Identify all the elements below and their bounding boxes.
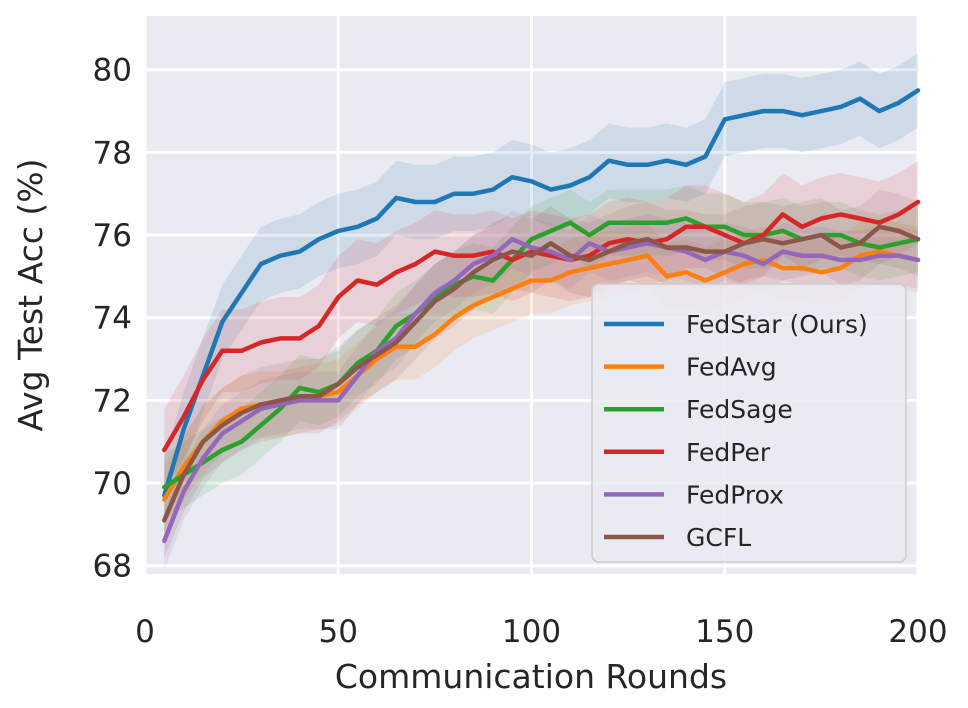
x-tick-label: 150: [695, 614, 754, 650]
series-line-fedstar-ours: [162, 88, 921, 498]
legend: FedStar (Ours) FedAvg FedSage FedPer FedProx…: [591, 283, 907, 563]
legend-label-fedsage: FedSage: [686, 395, 793, 424]
y-tick-label: 74: [93, 301, 132, 337]
legend-box: [591, 283, 907, 563]
x-axis-label: Communication Rounds: [335, 657, 727, 696]
legend-label-gcfl: GCFL: [686, 523, 751, 552]
y-tick-label: 80: [93, 53, 132, 89]
band-gcfl: [164, 189, 919, 558]
x-tick-label: 0: [135, 614, 155, 650]
series-line-gcfl: [162, 224, 921, 523]
band-fedstar-ours: [164, 53, 919, 533]
series-lines: [162, 88, 921, 544]
y-tick-label: 68: [93, 549, 132, 585]
band-fedper: [164, 160, 919, 492]
y-tick-label: 76: [93, 218, 132, 254]
x-tick-label: 100: [502, 614, 561, 650]
y-axis-label: Avg Test Acc (%): [11, 159, 50, 432]
legend-label-fedavg: FedAvg: [686, 353, 777, 382]
legend-label-fedper: FedPer: [686, 438, 771, 467]
x-tick-label: 200: [888, 614, 947, 650]
y-tick-label: 70: [93, 466, 132, 502]
y-tick-label: 72: [93, 383, 132, 419]
legend-label-fedstar-ours: FedStar (Ours): [686, 310, 868, 339]
x-tick-label: 50: [319, 614, 358, 650]
x-tick-labels: 0 50 100 150 200: [135, 614, 947, 650]
legend-label-fedprox: FedProx: [686, 480, 784, 509]
series-line-fedper: [162, 199, 921, 453]
y-tick-labels: 68 70 72 74 76 78 80: [93, 53, 132, 585]
y-tick-label: 78: [93, 135, 132, 171]
